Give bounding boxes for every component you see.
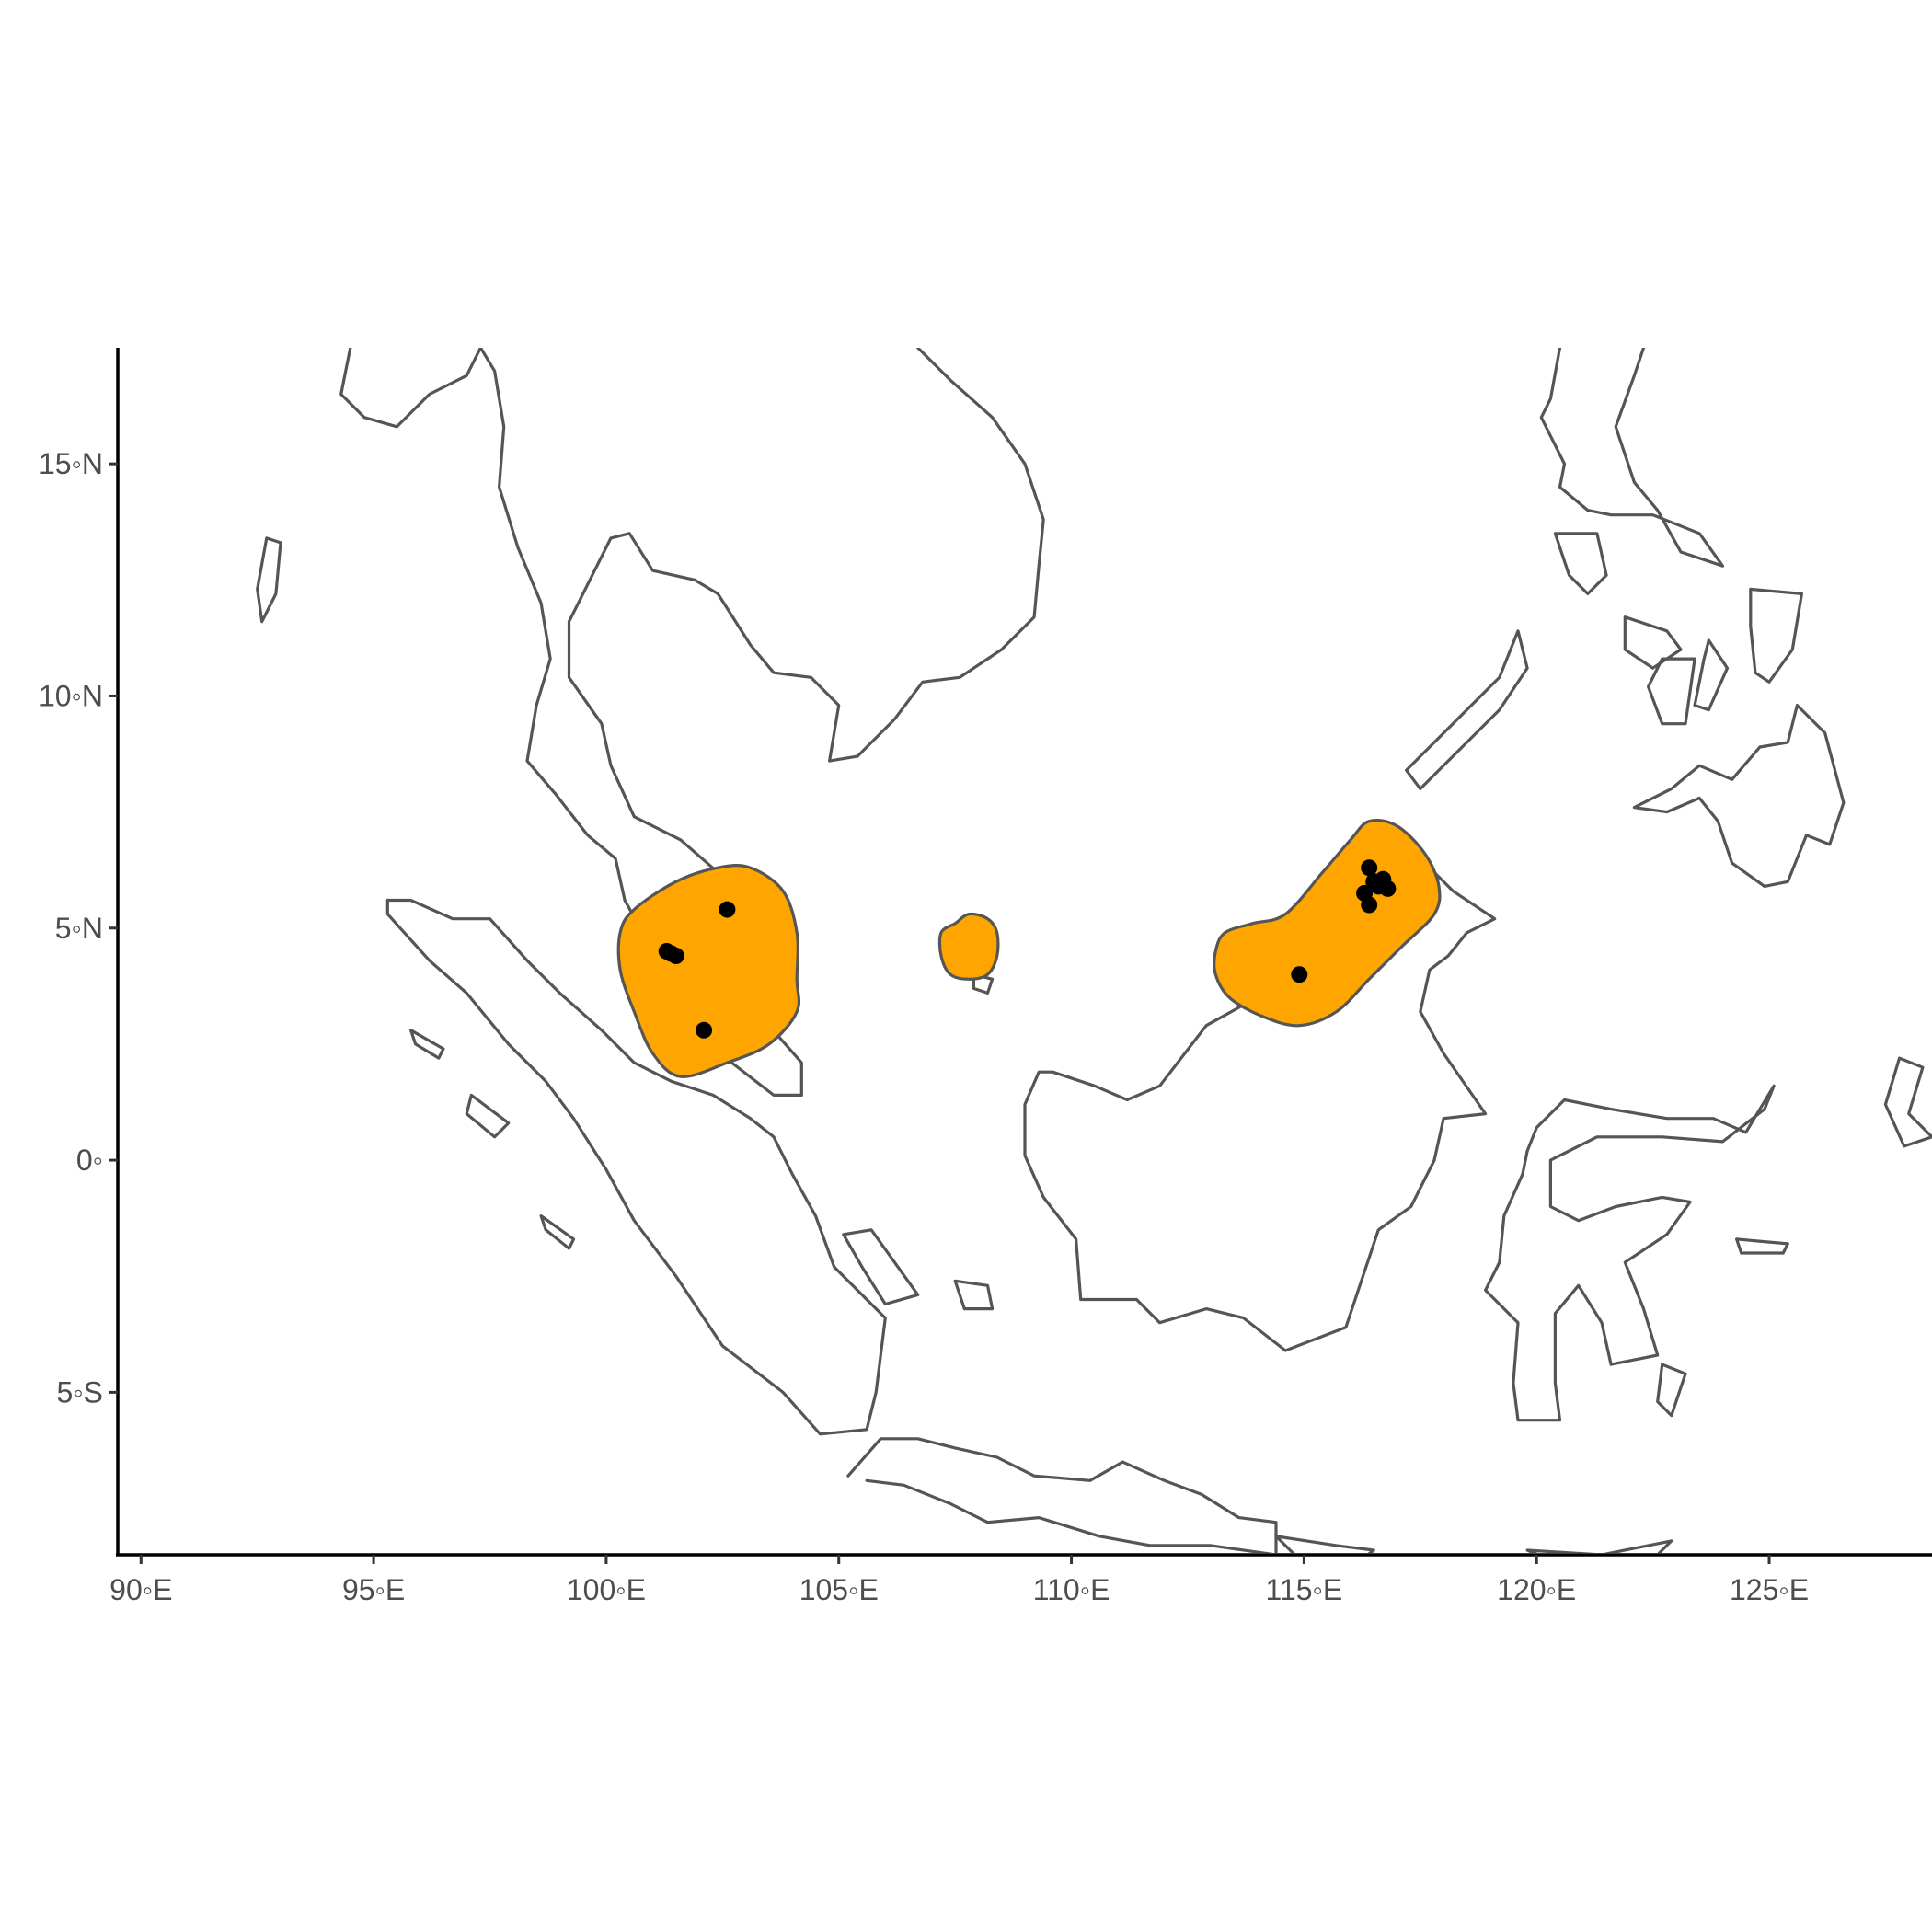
- occurrence-point: [1361, 859, 1378, 877]
- x-tick-label: 95◦E: [342, 1573, 405, 1606]
- coastline-samar-leyte: [1749, 587, 1803, 684]
- coastline-sumatra: [385, 898, 887, 1436]
- coastline-siberut: [539, 1214, 576, 1250]
- coastline-natuna: [972, 972, 995, 995]
- occurrence-point: [719, 901, 736, 918]
- coastline-flores: [1525, 1539, 1673, 1553]
- occurrence-point-layer: [658, 859, 1397, 1039]
- coastline-bangka: [842, 1228, 920, 1306]
- coastline-sula: [1735, 1237, 1789, 1255]
- range-polygon: [937, 912, 1000, 981]
- coastline-sulawesi: [1484, 1084, 1776, 1422]
- x-tick-label: 115◦E: [1266, 1573, 1343, 1606]
- coastline-mindoro: [1553, 532, 1608, 595]
- occurrence-point: [662, 945, 680, 962]
- occurrence-point: [1379, 880, 1397, 897]
- coastline-nias: [465, 1093, 511, 1139]
- y-tick-label: 0◦: [76, 1144, 103, 1177]
- y-tick-label: 5◦S: [57, 1375, 103, 1409]
- coastline-halmahera: [1883, 1056, 1932, 1148]
- coastline-palawan: [1405, 629, 1529, 790]
- coastline-andaman: [256, 536, 282, 624]
- coastline-negros: [1647, 657, 1696, 726]
- x-tick-label: 125◦E: [1730, 1573, 1809, 1606]
- coastline-belitung: [953, 1279, 995, 1311]
- range-polygon: [616, 864, 801, 1078]
- axes: [116, 348, 1932, 1557]
- coastline-cebu: [1693, 638, 1730, 712]
- coastline-java: [846, 1437, 1278, 1553]
- occurrence-point: [1291, 966, 1308, 983]
- coastline-simeulue: [409, 1029, 445, 1060]
- coastline-mindanao: [1632, 704, 1846, 888]
- occurrence-point: [696, 1021, 713, 1039]
- x-tick-label: 105◦E: [799, 1573, 879, 1606]
- occurrence-point: [1361, 896, 1378, 914]
- x-axis-ticks: 90◦E 95◦E 100◦E 105◦E 110◦E 115◦E 120◦E 125◦E: [109, 1555, 1809, 1606]
- y-axis-ticks: 15◦N 10◦N 5◦N 0◦ 5◦S: [39, 447, 118, 1409]
- x-tick-label: 100◦E: [567, 1573, 646, 1606]
- x-tick-label: 110◦E: [1033, 1573, 1110, 1606]
- y-tick-label: 10◦N: [39, 679, 103, 712]
- y-tick-label: 15◦N: [39, 447, 103, 480]
- coastline-luzon: [1539, 348, 1725, 568]
- x-tick-label: 120◦E: [1497, 1573, 1576, 1606]
- x-tick-label: 90◦E: [109, 1573, 172, 1606]
- coastline-bali-lombok: [1274, 1535, 1375, 1553]
- coastline-buton: [1656, 1363, 1687, 1418]
- y-tick-label: 5◦N: [55, 912, 103, 945]
